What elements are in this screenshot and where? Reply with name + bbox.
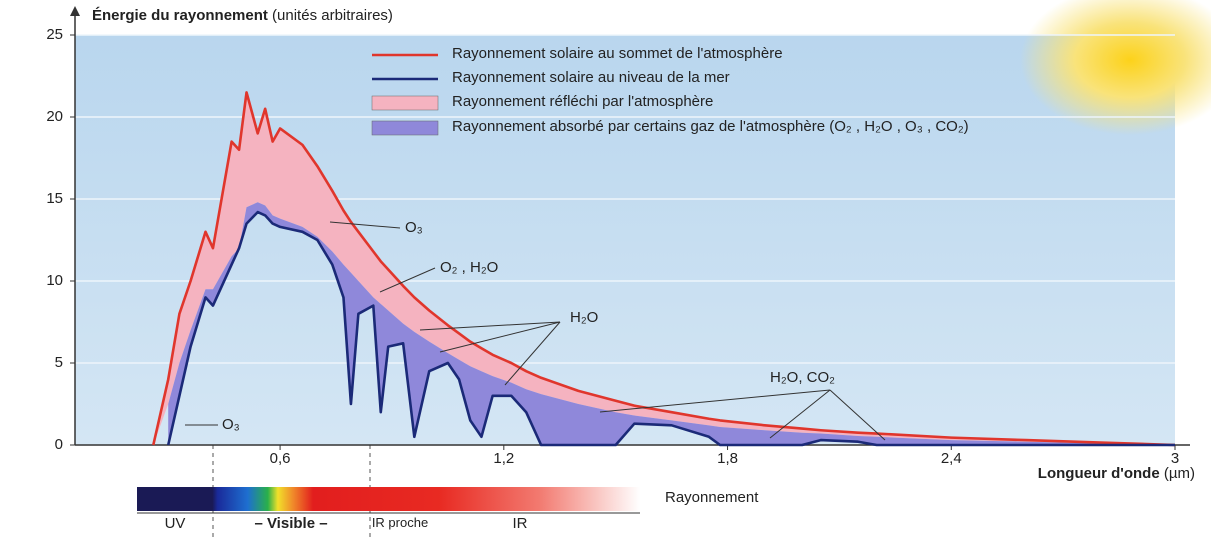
- y-axis-title: Énergie du rayonnement (unités arbitrair…: [92, 7, 393, 24]
- x-tick-label: 1,2: [493, 450, 514, 467]
- y-tick-label: 5: [55, 354, 63, 371]
- band-label: UV: [165, 515, 186, 532]
- annotation: O₃: [405, 219, 423, 236]
- y-tick-label: 25: [46, 26, 63, 43]
- chart: 05101520250,61,21,82,43 Énergie du rayon…: [0, 0, 1211, 542]
- x-axis-title: Longueur d'onde (µm): [1038, 465, 1195, 482]
- x-tick-label: 2,4: [941, 450, 962, 467]
- y-axis-arrow: [70, 6, 80, 16]
- annotation: H₂O, CO₂: [770, 369, 835, 386]
- annotation: O₂ , H₂O: [440, 259, 498, 276]
- legend-label: Rayonnement solaire au niveau de la mer: [452, 69, 1152, 87]
- y-tick-label: 10: [46, 272, 63, 289]
- annotation: H₂O: [570, 309, 598, 326]
- legend: Rayonnement solaire au sommet de l'atmos…: [372, 45, 1152, 162]
- x-tick-label: 1,8: [717, 450, 738, 467]
- annotation: O₃: [222, 416, 240, 433]
- legend-entry: Rayonnement absorbé par certains gaz de …: [452, 118, 1152, 162]
- legend-swatch: [372, 96, 438, 110]
- band-label: – Visible –: [254, 515, 327, 532]
- band-label: IR proche: [372, 515, 428, 530]
- y-tick-label: 20: [46, 108, 63, 125]
- band-label: IR: [513, 515, 528, 532]
- legend-label: Rayonnement absorbé par certains gaz de …: [452, 118, 972, 136]
- y-tick-label: 0: [55, 436, 63, 453]
- x-tick-label: 0,6: [270, 450, 291, 467]
- legend-swatch: [372, 121, 438, 135]
- legend-label: Rayonnement solaire au sommet de l'atmos…: [452, 45, 1152, 63]
- y-tick-label: 15: [46, 190, 63, 207]
- legend-label: Rayonnement réfléchi par l'atmosphère: [452, 93, 1152, 111]
- spectrum-bar: [137, 487, 640, 511]
- spectrum-label: Rayonnement: [665, 489, 759, 506]
